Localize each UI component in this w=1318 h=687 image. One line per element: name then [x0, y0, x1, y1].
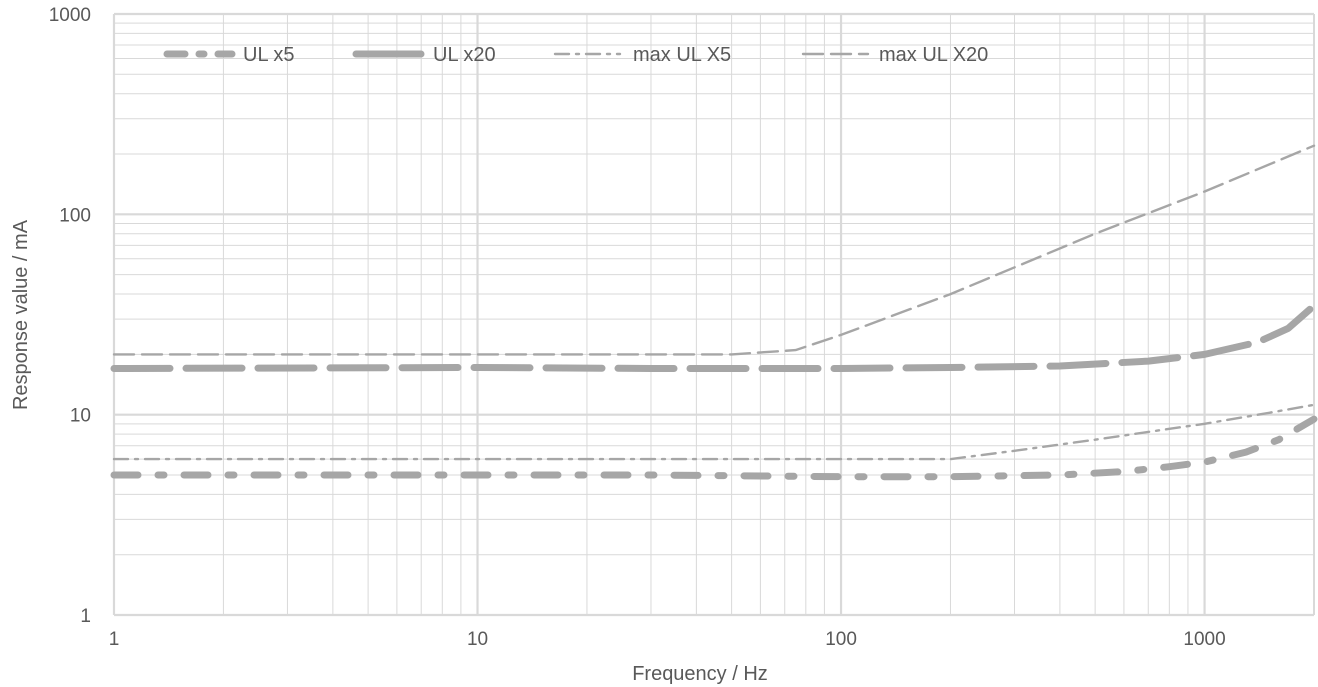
y-tick-label: 100 [59, 205, 91, 226]
legend: UL x5 UL x20 max UL X5 max UL X20 [163, 44, 988, 66]
y-axis-title: Response value / mA [10, 219, 32, 410]
series-line-2 [110, 302, 1318, 372]
legend-label-3: max UL X5 [633, 44, 731, 66]
minor-gridlines [114, 14, 1314, 615]
series-layer [110, 144, 1318, 481]
series-line-4 [112, 144, 1316, 356]
x-tick-label: 1 [109, 629, 120, 650]
x-tick-label: 1000 [1183, 629, 1225, 650]
y-tick-labels: 1 10 100 1000 [49, 5, 91, 627]
x-tick-label: 100 [825, 629, 857, 650]
x-tick-label: 10 [467, 629, 488, 650]
x-tick-labels: 1 10 100 1000 [109, 629, 1226, 650]
series-line-3 [112, 403, 1316, 461]
legend-label-1: UL x5 [243, 44, 295, 66]
x-axis-title: Frequency / Hz [632, 663, 768, 685]
y-tick-label: 10 [70, 406, 91, 427]
y-tick-label: 1 [80, 606, 91, 627]
series-line-1 [110, 415, 1318, 481]
y-tick-label: 1000 [49, 5, 91, 26]
legend-label-2: UL x20 [433, 44, 496, 66]
legend-label-4: max UL X20 [879, 44, 988, 66]
major-gridlines [112, 12, 1315, 617]
